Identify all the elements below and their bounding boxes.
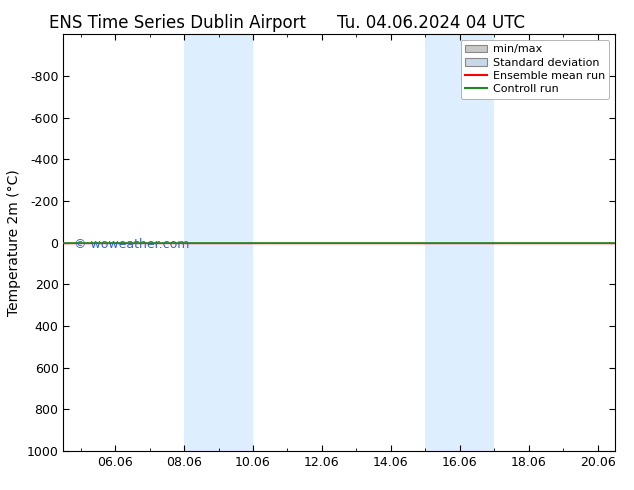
Text: © woweather.com: © woweather.com (74, 238, 190, 251)
Text: Tu. 04.06.2024 04 UTC: Tu. 04.06.2024 04 UTC (337, 14, 525, 32)
Y-axis label: Temperature 2m (°C): Temperature 2m (°C) (7, 169, 21, 316)
Bar (425, 34, 495, 451)
Legend: min/max, Standard deviation, Ensemble mean run, Controll run: min/max, Standard deviation, Ensemble me… (460, 40, 609, 99)
Text: ENS Time Series Dublin Airport: ENS Time Series Dublin Airport (49, 14, 306, 32)
Bar (184, 34, 253, 451)
